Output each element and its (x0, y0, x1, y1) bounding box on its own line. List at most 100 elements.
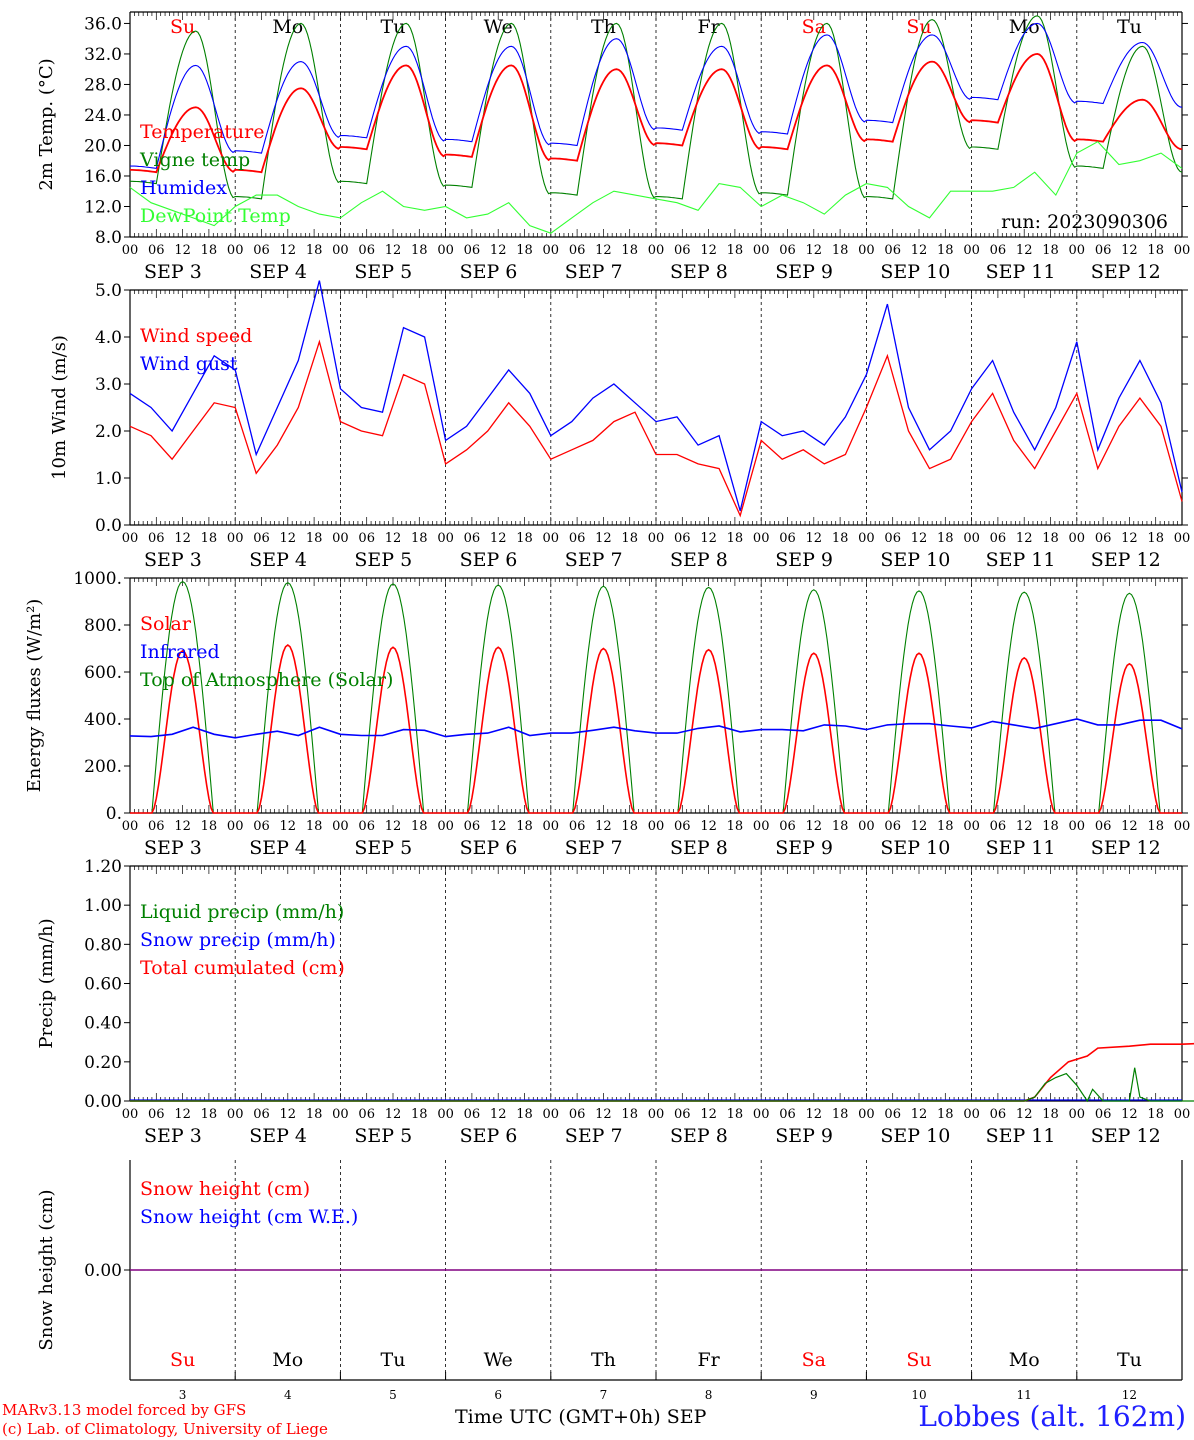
hour-tick-label: 06 (884, 819, 901, 834)
date-label: SEP 10 (880, 837, 950, 859)
hour-tick-label: 12 (385, 819, 402, 834)
y-tick-label: 16.0 (84, 167, 122, 187)
hour-tick-label: 18 (621, 1107, 638, 1122)
hour-tick-label: 12 (1121, 819, 1138, 834)
date-label: SEP 3 (144, 549, 202, 571)
hour-tick-label: 06 (990, 531, 1007, 546)
hour-tick-label: 12 (806, 1107, 823, 1122)
y-tick-label: 1.20 (84, 857, 122, 877)
run-annotation: run: 2023090306 (1001, 211, 1168, 233)
hour-tick-label: 00 (1174, 243, 1191, 258)
hour-tick-label: 00 (753, 531, 770, 546)
hour-tick-label: 18 (411, 243, 428, 258)
hour-tick-label: 00 (753, 243, 770, 258)
date-label: SEP 6 (460, 837, 518, 859)
date-label: SEP 8 (670, 549, 728, 571)
legend-entry: Humidex (140, 177, 227, 199)
hour-tick-label: 18 (516, 531, 533, 546)
wind-gust-line (129, 280, 1183, 512)
weekday-label: Fr (697, 1349, 720, 1371)
hour-tick-label: 06 (779, 819, 796, 834)
date-label: SEP 6 (460, 549, 518, 571)
dewpoint-line (129, 141, 1183, 234)
hour-tick-label: 06 (569, 1107, 586, 1122)
hour-tick-label: 12 (806, 531, 823, 546)
hour-tick-label: 12 (700, 531, 717, 546)
hour-tick-label: 12 (595, 819, 612, 834)
hour-tick-label: 12 (280, 243, 297, 258)
date-label: SEP 11 (986, 837, 1056, 859)
weekday-label: Su (906, 1349, 931, 1371)
hour-tick-label: 12 (1016, 531, 1033, 546)
y-tick-label: 12.0 (84, 197, 122, 217)
hour-tick-label: 06 (779, 1107, 796, 1122)
legend-entry: Wind gust (140, 353, 238, 375)
hour-tick-label: 00 (648, 243, 665, 258)
hour-tick-label: 06 (779, 531, 796, 546)
date-label: SEP 4 (249, 837, 307, 859)
hour-tick-label: 12 (174, 531, 191, 546)
hour-tick-label: 00 (437, 243, 454, 258)
date-label: SEP 10 (880, 1125, 950, 1147)
lab-credit: (c) Lab. of Climatology, University of L… (2, 1420, 328, 1438)
hour-tick-label: 12 (1121, 243, 1138, 258)
hour-tick-label: 06 (253, 243, 270, 258)
hour-tick-label: 18 (1147, 243, 1164, 258)
time-label: Time UTC (GMT+0h) (455, 1406, 661, 1428)
hour-tick-label: 00 (1174, 819, 1191, 834)
hour-tick-label: 12 (911, 243, 928, 258)
legend-entry: DewPoint Temp (140, 205, 291, 227)
y-tick-label: 800. (84, 616, 122, 636)
date-label: SEP 8 (670, 837, 728, 859)
hour-tick-label: 18 (1147, 531, 1164, 546)
hour-tick-label: 00 (1174, 1107, 1191, 1122)
weekday-label: Mo (272, 1349, 303, 1371)
hour-tick-label: 06 (1095, 819, 1112, 834)
hour-tick-label: 06 (253, 1107, 270, 1122)
date-label: SEP 10 (880, 261, 950, 283)
hour-tick-label: 06 (464, 243, 481, 258)
day-number-label: 7 (600, 1388, 608, 1402)
hour-tick-label: 00 (332, 243, 349, 258)
temperature-line (130, 52, 1183, 174)
legend-entry: Vigne temp (139, 149, 250, 171)
humidex-line (130, 22, 1183, 170)
hour-tick-label: 00 (122, 819, 139, 834)
hour-tick-label: 06 (884, 531, 901, 546)
hour-tick-label: 06 (569, 531, 586, 546)
hour-tick-label: 12 (1016, 1107, 1033, 1122)
date-label: SEP 8 (670, 1125, 728, 1147)
date-label: SEP 12 (1091, 261, 1161, 283)
hour-tick-label: 18 (516, 1107, 533, 1122)
weekday-label: Mo (272, 16, 303, 38)
hour-tick-label: 12 (174, 819, 191, 834)
date-label: SEP 5 (354, 1125, 412, 1147)
hour-tick-label: 18 (1042, 243, 1059, 258)
date-label: SEP 4 (249, 1125, 307, 1147)
hour-tick-label: 06 (1095, 243, 1112, 258)
weekday-label: Mo (1009, 16, 1040, 38)
date-label: SEP 7 (565, 261, 623, 283)
date-label: SEP 11 (986, 549, 1056, 571)
hour-tick-label: 12 (911, 1107, 928, 1122)
hour-tick-label: 00 (543, 1107, 560, 1122)
hour-tick-label: 12 (700, 819, 717, 834)
y-tick-label: 0.60 (84, 975, 122, 995)
legend-entry: Top of Atmosphere (Solar) (140, 669, 393, 691)
hour-tick-label: 18 (201, 1107, 218, 1122)
y-tick-label: 1000. (73, 569, 122, 589)
hour-tick-label: 12 (280, 531, 297, 546)
hour-tick-label: 00 (963, 819, 980, 834)
legend-entry: Solar (140, 613, 192, 635)
hour-tick-label: 00 (648, 1107, 665, 1122)
hour-tick-label: 00 (437, 1107, 454, 1122)
hour-tick-label: 18 (1042, 1107, 1059, 1122)
day-number-label: 10 (911, 1388, 926, 1402)
weekday-label: Mo (1009, 1349, 1040, 1371)
hour-tick-label: 06 (148, 243, 165, 258)
hour-tick-label: 00 (437, 819, 454, 834)
hour-tick-label: 12 (490, 819, 507, 834)
date-label: SEP 4 (249, 549, 307, 571)
hour-tick-label: 00 (648, 819, 665, 834)
liquid-precip-line (130, 1067, 1194, 1103)
